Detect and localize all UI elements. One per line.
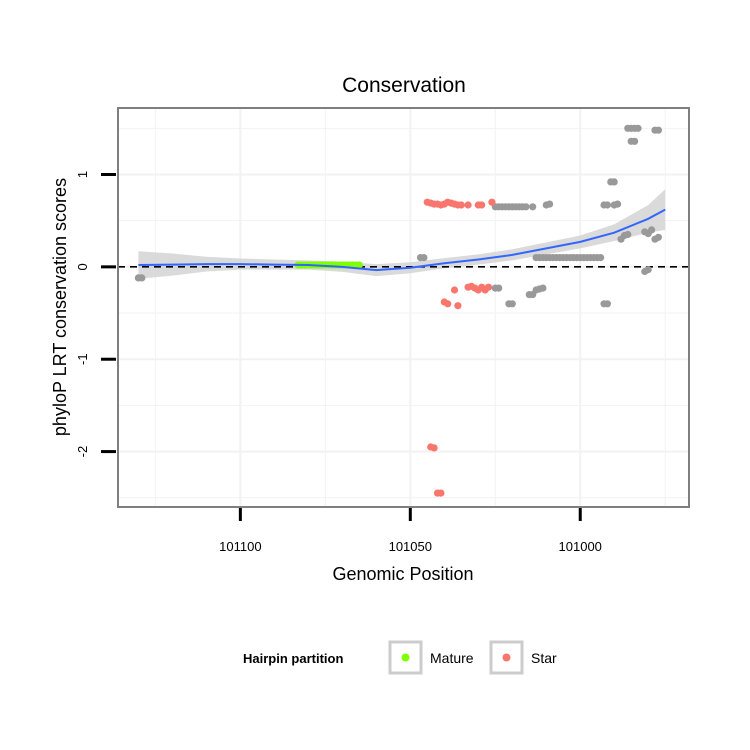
- x-tick-label: 101000: [559, 539, 602, 554]
- point-star: [464, 201, 472, 209]
- point-other: [610, 178, 618, 186]
- points-layer: [134, 124, 663, 497]
- chart-title: Conservation: [342, 74, 466, 97]
- point-star: [488, 198, 496, 206]
- legend-label-mature: Mature: [430, 650, 474, 666]
- smooth-line-layer: [138, 208, 666, 272]
- x-axis-title: Genomic Position: [332, 564, 473, 584]
- point-other: [648, 226, 656, 234]
- legend-title: Hairpin partition: [243, 651, 343, 666]
- legend: Hairpin partition Mature Star: [243, 640, 557, 675]
- point-other: [529, 203, 537, 211]
- point-star: [430, 444, 438, 452]
- panel-border: [117, 107, 690, 508]
- point-star: [457, 201, 465, 209]
- point-other: [624, 230, 632, 239]
- point-other: [138, 274, 146, 282]
- panel-background: [118, 108, 689, 507]
- legend-label-star: Star: [531, 650, 557, 666]
- point-other: [495, 284, 503, 292]
- point-star: [454, 302, 462, 310]
- point-other: [420, 254, 428, 262]
- y-tick-label: -2: [75, 446, 90, 458]
- point-other: [539, 284, 547, 292]
- point-other: [654, 126, 663, 134]
- point-star: [484, 283, 493, 291]
- point-star: [478, 201, 486, 209]
- legend-key-star: [489, 640, 524, 675]
- point-other: [603, 201, 612, 209]
- point-other: [603, 300, 612, 308]
- x-tick-label: 101050: [389, 539, 432, 554]
- point-other: [644, 266, 652, 274]
- point-other: [614, 200, 622, 208]
- y-axis-title: phyloP LRT conservation scores: [50, 178, 70, 436]
- legend-dot-star: [502, 653, 511, 662]
- point-other: [627, 137, 635, 145]
- point-star: [437, 489, 445, 497]
- y-tick-label: -1: [75, 353, 90, 365]
- point-other: [508, 300, 516, 308]
- y-tick-label: 0: [75, 263, 90, 270]
- x-axis: 101100 101050 101000: [219, 508, 602, 554]
- x-tick-label: 101100: [219, 539, 261, 554]
- point-other: [597, 254, 605, 262]
- plot-panel: [117, 107, 690, 508]
- point-star: [444, 300, 452, 308]
- point-other: [522, 203, 530, 211]
- point-star: [450, 286, 459, 294]
- y-tick-label: 1: [75, 171, 90, 178]
- smooth-line: [138, 208, 666, 272]
- point-other: [654, 233, 663, 241]
- legend-dot-mature: [401, 653, 410, 662]
- y-axis: 1 0 -1 -2: [75, 171, 116, 457]
- point-mature: [355, 261, 363, 269]
- point-other: [546, 200, 554, 208]
- point-other: [634, 124, 642, 132]
